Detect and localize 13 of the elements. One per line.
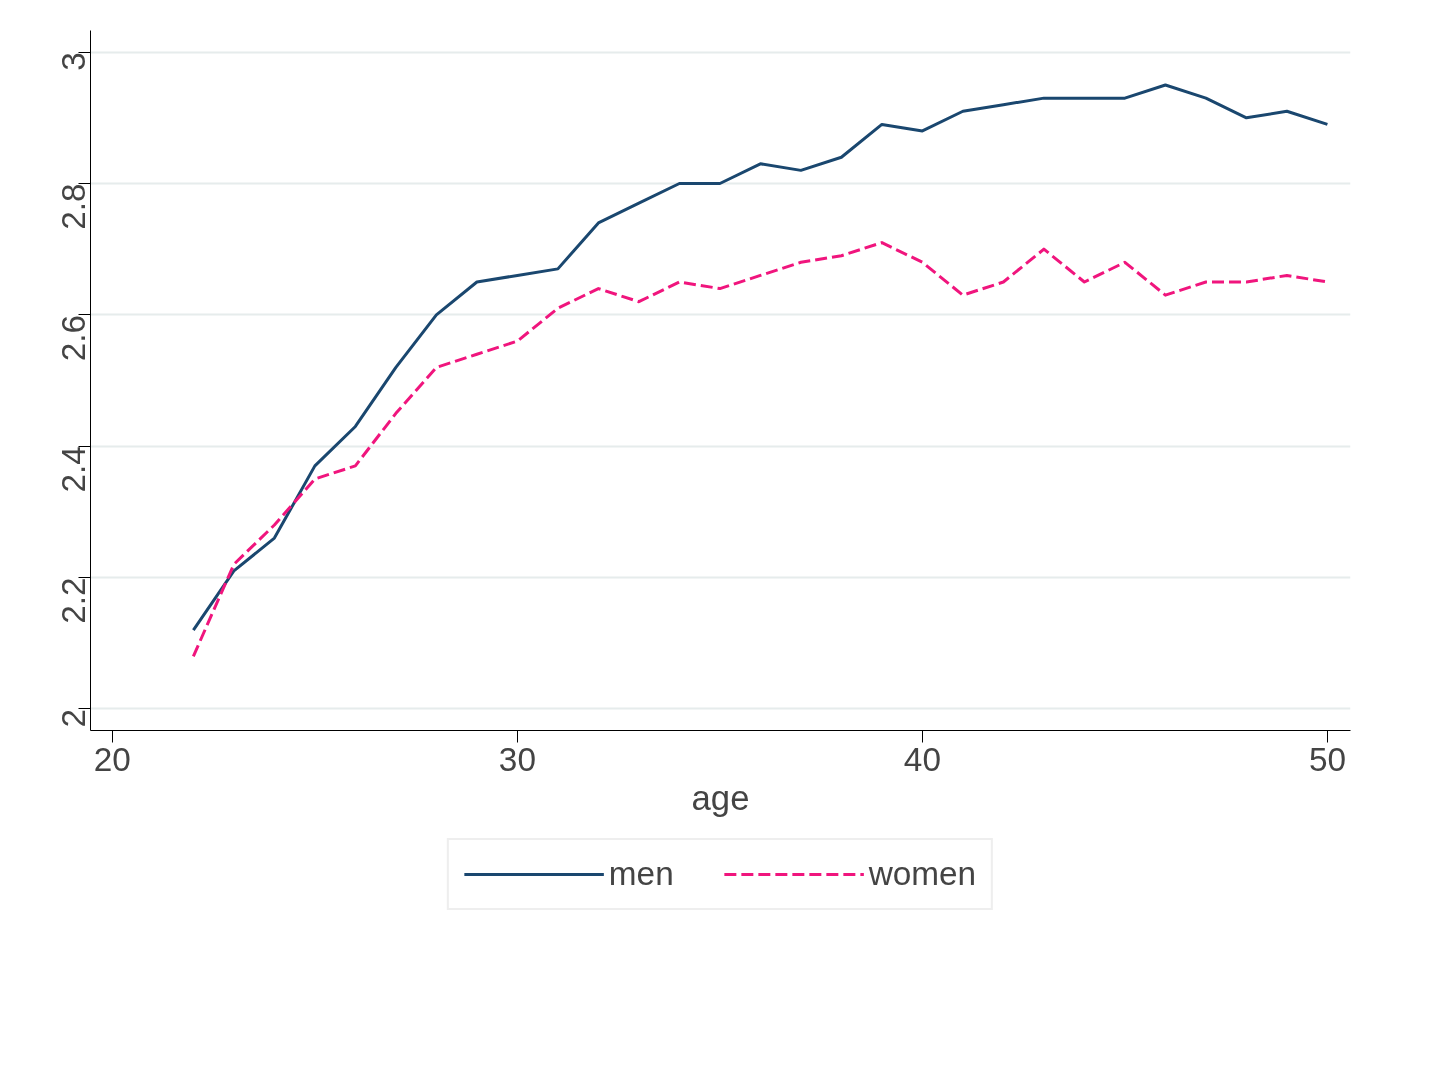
x-tick-label: 20 xyxy=(93,740,131,778)
y-tick-label: 3 xyxy=(55,52,92,71)
y-tick-label: 2 xyxy=(55,708,92,728)
x-tick-label: 40 xyxy=(903,740,941,778)
x-axis-title: age xyxy=(691,778,750,817)
x-tick-label: 50 xyxy=(1308,740,1346,778)
y-tick-label: 2.6 xyxy=(55,314,92,362)
y-tick-label: 2.2 xyxy=(55,577,92,624)
legend-label: women xyxy=(868,855,977,893)
x-tick-label: 30 xyxy=(498,740,536,778)
y-tick-label: 2.4 xyxy=(55,446,92,493)
y-tick-label: 2.8 xyxy=(55,183,92,230)
legend-label: men xyxy=(608,855,674,893)
